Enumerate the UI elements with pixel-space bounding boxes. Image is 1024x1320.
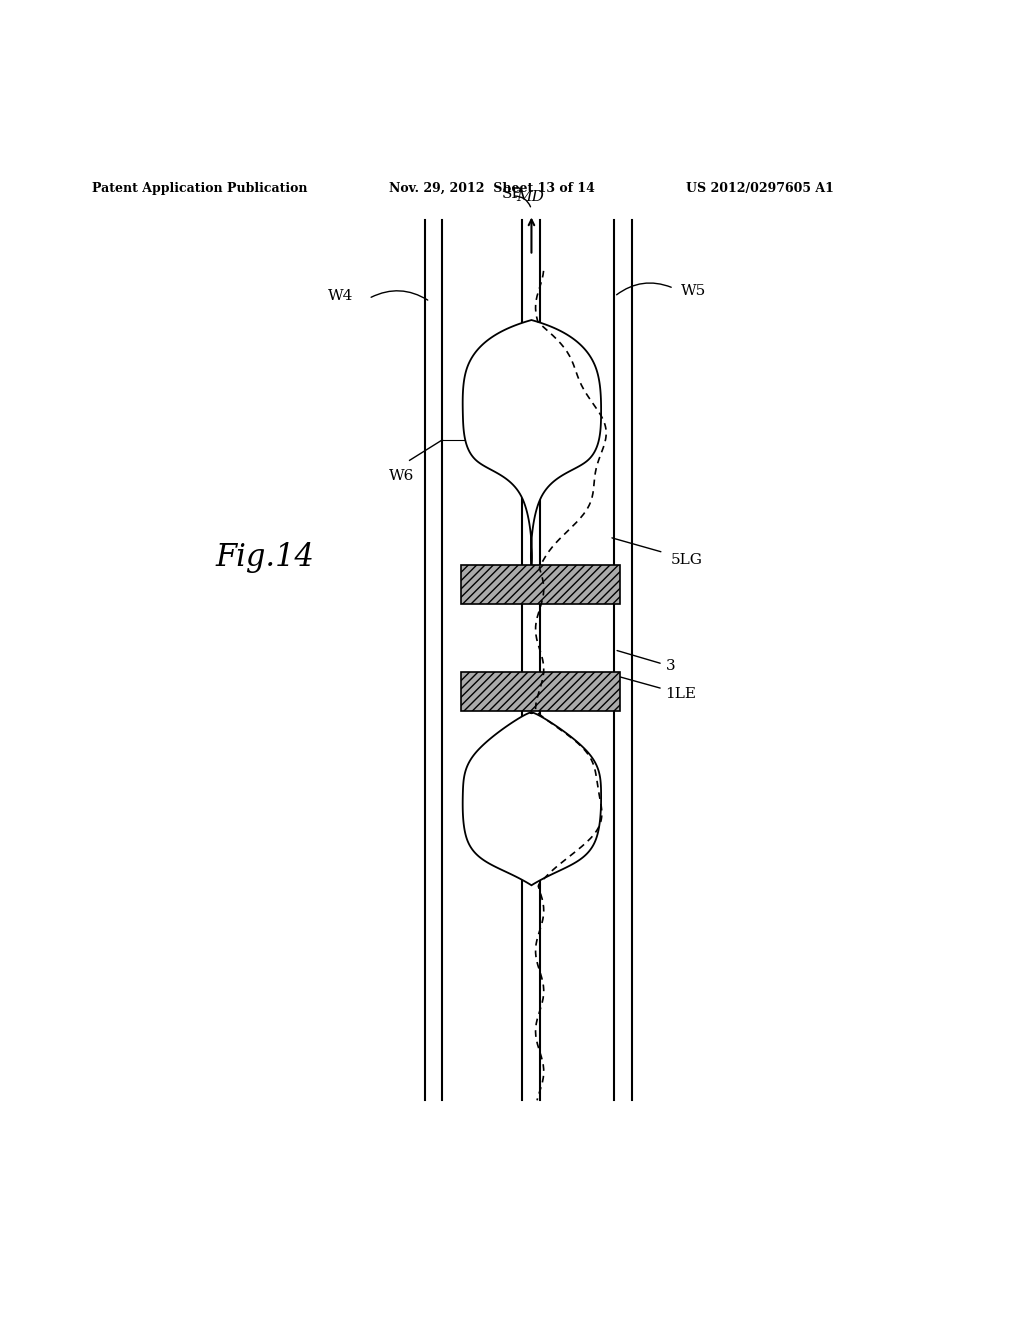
Text: MD: MD xyxy=(516,190,544,205)
Text: SP: SP xyxy=(502,187,522,201)
Polygon shape xyxy=(463,319,601,566)
Text: 1LE: 1LE xyxy=(617,676,696,701)
Text: W6: W6 xyxy=(389,469,415,483)
FancyBboxPatch shape xyxy=(461,672,620,711)
Text: Nov. 29, 2012  Sheet 13 of 14: Nov. 29, 2012 Sheet 13 of 14 xyxy=(389,182,595,195)
Polygon shape xyxy=(463,713,601,886)
Text: 3: 3 xyxy=(617,651,675,673)
Text: Patent Application Publication: Patent Application Publication xyxy=(92,182,307,195)
Text: Fig.14: Fig.14 xyxy=(215,543,314,573)
FancyBboxPatch shape xyxy=(461,565,620,603)
Text: W5: W5 xyxy=(681,284,707,298)
Text: 5LG: 5LG xyxy=(671,553,702,566)
Text: US 2012/0297605 A1: US 2012/0297605 A1 xyxy=(686,182,834,195)
Text: W4: W4 xyxy=(328,289,353,304)
